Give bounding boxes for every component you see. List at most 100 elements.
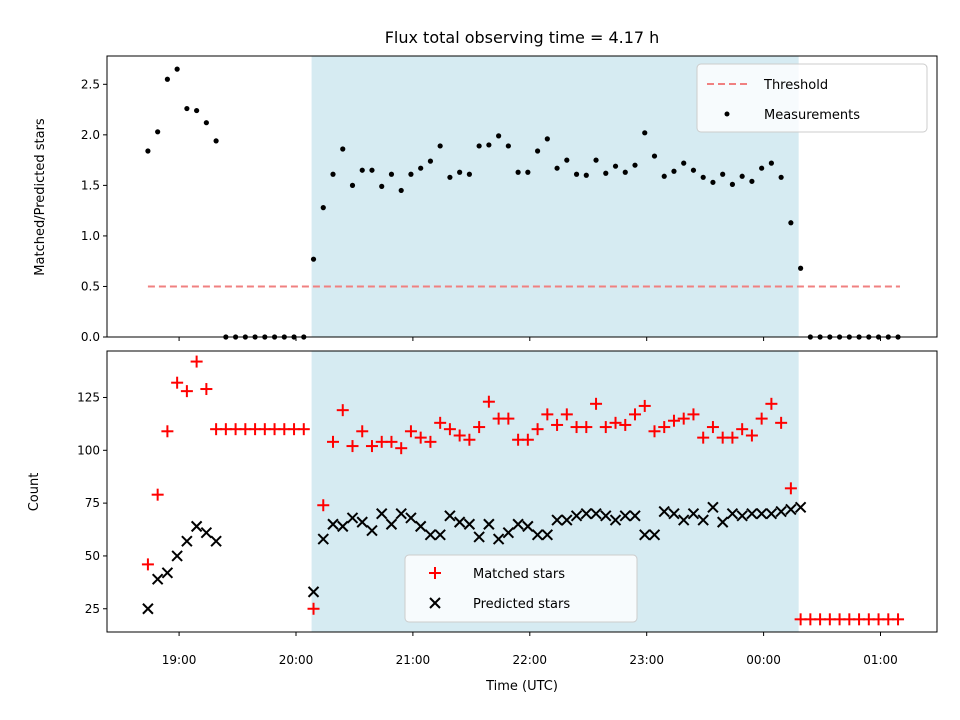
matched-star-point — [307, 602, 320, 615]
x-tick-label: 23:00 — [629, 653, 664, 667]
matched-star-point — [658, 421, 671, 434]
count-legend: Matched stars Predicted stars — [404, 554, 638, 623]
measurement-point — [622, 169, 628, 175]
measurement-point — [768, 160, 774, 166]
measurement-point — [330, 171, 336, 177]
measurement-point — [778, 174, 784, 180]
matched-star-point — [414, 431, 427, 444]
measurement-point — [788, 220, 794, 226]
measurement-point — [194, 107, 200, 114]
predicted-star-point — [346, 512, 359, 524]
measurement-point — [642, 130, 648, 136]
predicted-star-point — [687, 507, 700, 520]
y-tick-label: 1.5 — [81, 178, 100, 192]
matched-star-point — [356, 425, 369, 438]
x-tick-label: 00:00 — [746, 653, 781, 667]
count-y-axis-label: Count — [27, 473, 42, 512]
count-subplot: 25 50 75 100 125 19:00 20:00 21:00 22:00 23:00 00… — [27, 350, 938, 694]
predicted-star-point — [395, 507, 407, 520]
predicted-star-point — [716, 516, 729, 528]
x-tick-label: 22:00 — [512, 653, 547, 667]
ratio-axes-frame — [106, 55, 938, 338]
measurement-point — [798, 265, 804, 271]
y-tick-label: 75 — [85, 496, 100, 510]
matched-star-point — [726, 431, 739, 444]
ratio-subplot: 0.0 0.5 1.0 1.5 2.0 2.5 Matched/Predicted sta… — [33, 55, 938, 344]
predicted-star-point — [580, 507, 593, 520]
measurement-point — [466, 171, 472, 177]
matched-star-point — [190, 355, 203, 368]
matched-star-point — [638, 399, 651, 412]
predicted-star-point — [151, 573, 164, 585]
chart-title: Flux total observing time = 4.17 h — [385, 28, 660, 47]
matched-star-point — [667, 414, 680, 427]
predicted-star-point — [600, 510, 612, 522]
measurement-point — [564, 157, 570, 163]
predicted-star-point — [678, 514, 690, 526]
predicted-star-point — [181, 535, 193, 547]
measurement-point — [349, 182, 356, 188]
measurement-point — [398, 187, 404, 194]
predicted-star-point — [726, 507, 739, 520]
predicted-star-point — [424, 529, 437, 541]
count-axes-frame — [106, 350, 938, 633]
matched-star-point — [424, 435, 437, 448]
predicted-star-point — [609, 514, 622, 526]
matched-star-point — [541, 408, 554, 421]
measurement-point — [505, 143, 511, 149]
measurement-point — [661, 173, 667, 179]
ratio-y-axis-label: Matched/Predicted stars — [33, 118, 48, 276]
matched-star-point — [395, 442, 408, 455]
measurement-point — [710, 179, 716, 185]
y-tick-label: 100 — [77, 443, 100, 457]
predicted-star-point — [794, 501, 807, 514]
matched-star-point — [161, 425, 174, 438]
predicted-star-point — [376, 507, 388, 520]
measurement-point — [447, 174, 453, 180]
y-tick-label: 25 — [85, 602, 100, 616]
y-tick-label: 125 — [77, 390, 100, 404]
measurement-point — [418, 165, 424, 171]
measurement-point — [457, 169, 463, 175]
measurement-point — [612, 163, 619, 169]
measurement-point — [486, 142, 492, 148]
matched-star-point — [648, 425, 661, 438]
y-tick-label: 0.5 — [81, 279, 100, 293]
y-tick-label: 0.0 — [81, 330, 100, 344]
ratio-series — [145, 66, 901, 340]
matched-star-point — [531, 423, 544, 436]
predicted-star-point — [444, 510, 456, 522]
matched-star-point — [551, 418, 564, 431]
predicted-star-point — [551, 514, 563, 526]
predicted-star-point — [434, 529, 446, 541]
measurement-point — [593, 157, 599, 163]
predicted-star-point — [414, 520, 427, 533]
matched-star-point — [619, 418, 632, 431]
measurement-point — [369, 167, 375, 173]
measurement-point — [632, 162, 638, 168]
matched-star-point — [200, 383, 213, 396]
predicted-star-point — [502, 526, 515, 539]
measurement-point — [739, 173, 745, 179]
predicted-star-point — [785, 503, 797, 516]
predicted-star-point — [765, 507, 778, 520]
count-x-axis: 19:00 20:00 21:00 22:00 23:00 00:00 01:00 — [162, 632, 898, 667]
matched-star-point — [453, 429, 466, 442]
matched-star-point — [697, 431, 710, 444]
predicted-star-point — [142, 603, 154, 615]
matched-star-point — [775, 416, 788, 429]
matched-star-point — [706, 421, 719, 434]
measurement-point — [408, 171, 414, 177]
predicted-star-point — [561, 514, 573, 526]
measurement-point — [729, 181, 736, 187]
y-tick-label: 2.0 — [81, 128, 100, 142]
matched-star-point — [151, 488, 164, 501]
measurement-point — [320, 205, 326, 211]
ratio-legend-box — [696, 63, 928, 133]
measurement-point — [720, 171, 726, 177]
measurement-point — [583, 172, 589, 178]
predicted-star-point — [473, 531, 485, 543]
matched-star-point — [336, 404, 349, 417]
measurement-point — [174, 66, 180, 72]
measurement-point — [379, 183, 385, 189]
